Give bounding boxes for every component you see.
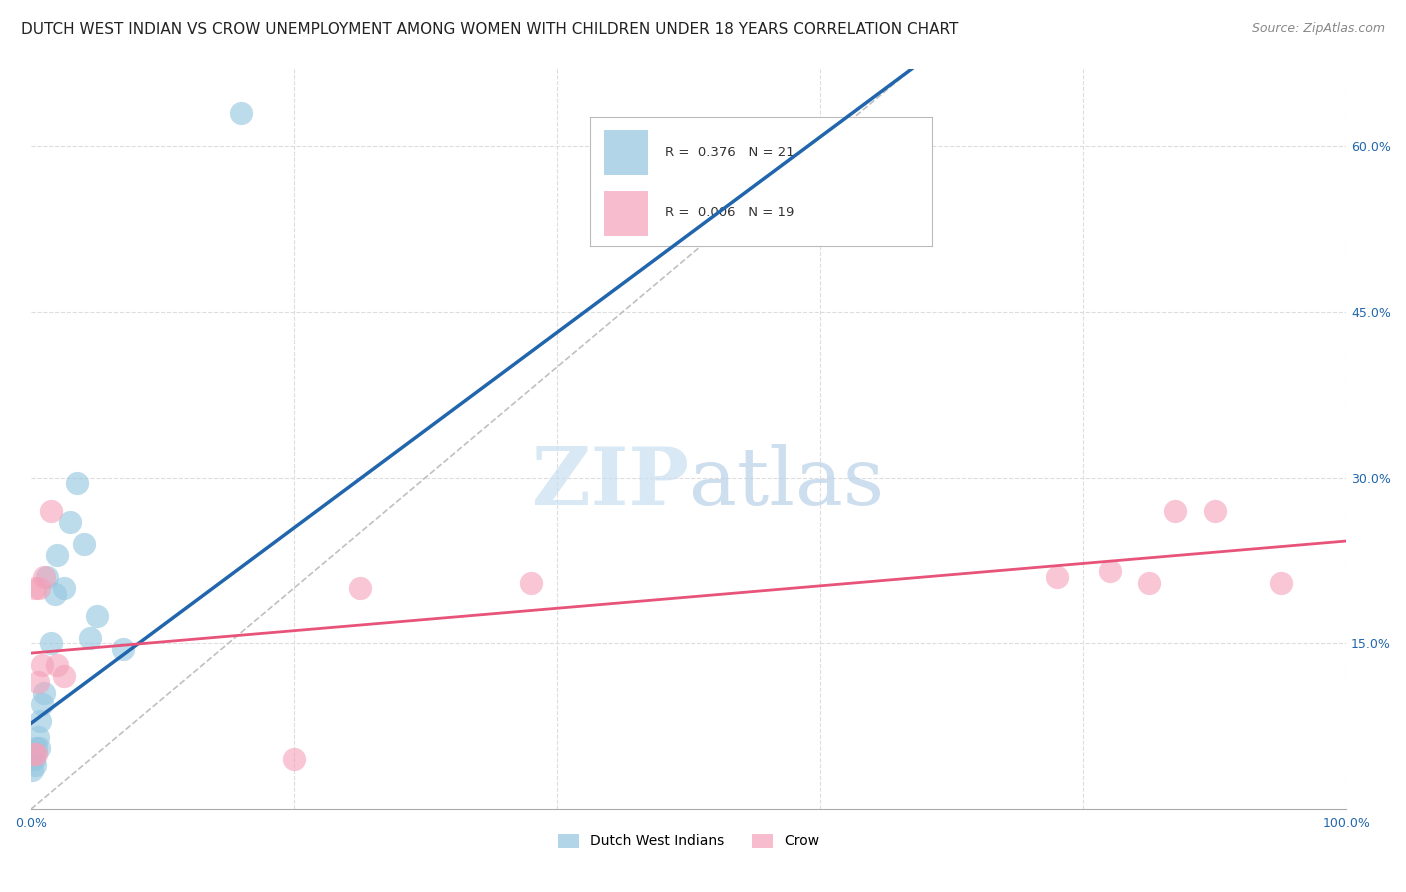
- Point: [66, 476, 89, 491]
- Point: [1098, 565, 1121, 579]
- Point: [72, 537, 94, 551]
- Point: [1164, 503, 1187, 517]
- Point: [25, 747, 48, 761]
- Point: [349, 581, 371, 595]
- Point: [112, 641, 135, 656]
- Point: [44, 586, 66, 600]
- Point: [39, 636, 62, 650]
- Point: [1204, 503, 1226, 517]
- Point: [28, 581, 51, 595]
- Point: [59, 515, 82, 529]
- Point: [86, 608, 108, 623]
- Point: [79, 631, 101, 645]
- Point: [231, 105, 253, 120]
- Point: [25, 741, 48, 756]
- Point: [35, 570, 58, 584]
- Point: [52, 581, 75, 595]
- Legend: Dutch West Indians, Crow: Dutch West Indians, Crow: [553, 828, 825, 854]
- Point: [31, 658, 53, 673]
- Point: [27, 731, 49, 745]
- Point: [22, 747, 45, 761]
- Point: [24, 581, 46, 595]
- Text: ZIP: ZIP: [531, 444, 689, 522]
- Point: [28, 741, 51, 756]
- Point: [22, 752, 45, 766]
- Text: Source: ZipAtlas.com: Source: ZipAtlas.com: [1251, 22, 1385, 36]
- Point: [52, 669, 75, 683]
- Point: [32, 686, 55, 700]
- Text: atlas: atlas: [689, 444, 884, 522]
- Point: [39, 503, 62, 517]
- Point: [520, 575, 543, 590]
- Point: [24, 758, 46, 772]
- Point: [30, 714, 52, 728]
- Point: [1046, 570, 1069, 584]
- Point: [46, 658, 69, 673]
- Point: [1137, 575, 1160, 590]
- Point: [1270, 575, 1292, 590]
- Point: [32, 570, 55, 584]
- Point: [46, 548, 69, 562]
- Point: [283, 752, 305, 766]
- Text: DUTCH WEST INDIAN VS CROW UNEMPLOYMENT AMONG WOMEN WITH CHILDREN UNDER 18 YEARS : DUTCH WEST INDIAN VS CROW UNEMPLOYMENT A…: [21, 22, 959, 37]
- Point: [31, 697, 53, 711]
- Point: [27, 675, 49, 690]
- Point: [21, 764, 44, 778]
